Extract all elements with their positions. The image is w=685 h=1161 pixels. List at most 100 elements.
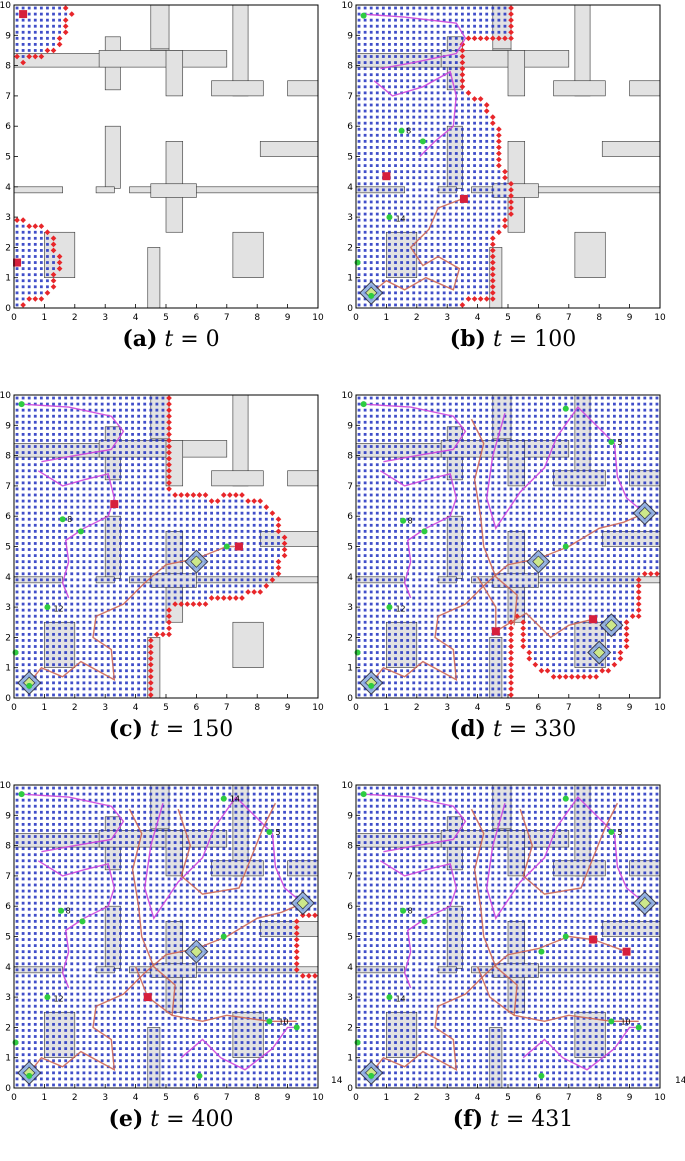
covered-cell [534,615,537,618]
covered-cell [370,182,373,185]
covered-cell [388,506,391,509]
covered-cell [58,469,61,472]
covered-cell [70,512,73,515]
covered-cell [418,645,421,648]
covered-cell [358,609,361,612]
covered-cell [64,421,67,424]
covered-cell [388,188,391,191]
covered-cell [546,500,549,503]
covered-cell [364,158,367,161]
covered-cell [70,572,73,575]
covered-cell [418,421,421,424]
covered-cell [418,591,421,594]
covered-cell [358,104,361,107]
covered-cell [449,421,452,424]
covered-cell [461,663,464,666]
covered-cell [412,427,415,430]
covered-cell [455,79,458,82]
covered-cell [388,451,391,454]
covered-cell [425,122,428,125]
covered-cell [394,694,397,697]
covered-cell [431,433,434,436]
covered-cell [186,584,189,587]
covered-cell [467,176,470,179]
covered-cell [364,427,367,430]
covered-cell [461,524,464,527]
covered-cell [528,457,531,460]
covered-cell [406,116,409,119]
covered-cell [216,566,219,569]
covered-cell [16,13,19,16]
covered-cell [473,512,476,515]
covered-cell [58,512,61,515]
covered-cell [52,433,55,436]
covered-cell [16,403,19,406]
covered-cell [406,243,409,246]
covered-cell [149,603,152,606]
covered-cell [412,158,415,161]
covered-cell [119,639,122,642]
covered-cell [388,25,391,28]
covered-cell [76,657,79,660]
covered-cell [431,255,434,258]
covered-cell [528,591,531,594]
covered-cell [534,439,537,442]
covered-cell [370,542,373,545]
covered-cell [364,255,367,258]
covered-cell [491,397,494,400]
covered-cell [534,415,537,418]
covered-cell [485,621,488,624]
covered-cell [162,512,165,515]
covered-cell [443,578,446,581]
covered-cell [370,566,373,569]
covered-cell [40,536,43,539]
covered-cell [437,182,440,185]
covered-cell [400,19,403,22]
covered-cell [89,512,92,515]
covered-cell [388,457,391,460]
covered-cell [58,19,61,22]
covered-cell [400,188,403,191]
covered-cell [46,645,49,648]
covered-cell [412,128,415,131]
covered-cell [431,560,434,563]
covered-cell [504,439,507,442]
covered-cell [113,457,116,460]
covered-cell [455,291,458,294]
y-tick-label: 7 [347,92,353,102]
covered-cell [58,409,61,412]
covered-cell [431,37,434,40]
covered-cell [113,469,116,472]
covered-cell [516,433,519,436]
covered-cell [418,98,421,101]
covered-cell [406,506,409,509]
covered-cell [449,572,452,575]
covered-cell [113,621,116,624]
covered-cell [376,182,379,185]
covered-cell [107,451,110,454]
covered-cell [155,445,158,448]
covered-cell [265,518,268,521]
covered-cell [425,164,428,167]
covered-cell [376,273,379,276]
covered-cell [370,633,373,636]
covered-cell [83,469,86,472]
covered-cell [473,615,476,618]
covered-cell [510,475,513,478]
covered-cell [431,669,434,672]
covered-cell [376,445,379,448]
covered-cell [528,639,531,642]
covered-cell [473,572,476,575]
covered-cell [22,237,25,240]
covered-cell [516,566,519,569]
covered-cell [443,597,446,600]
covered-cell [376,645,379,648]
covered-cell [534,542,537,545]
covered-cell [34,13,37,16]
covered-cell [131,548,134,551]
covered-cell [131,615,134,618]
covered-cell [376,110,379,113]
covered-cell [400,122,403,125]
covered-cell [455,146,458,149]
